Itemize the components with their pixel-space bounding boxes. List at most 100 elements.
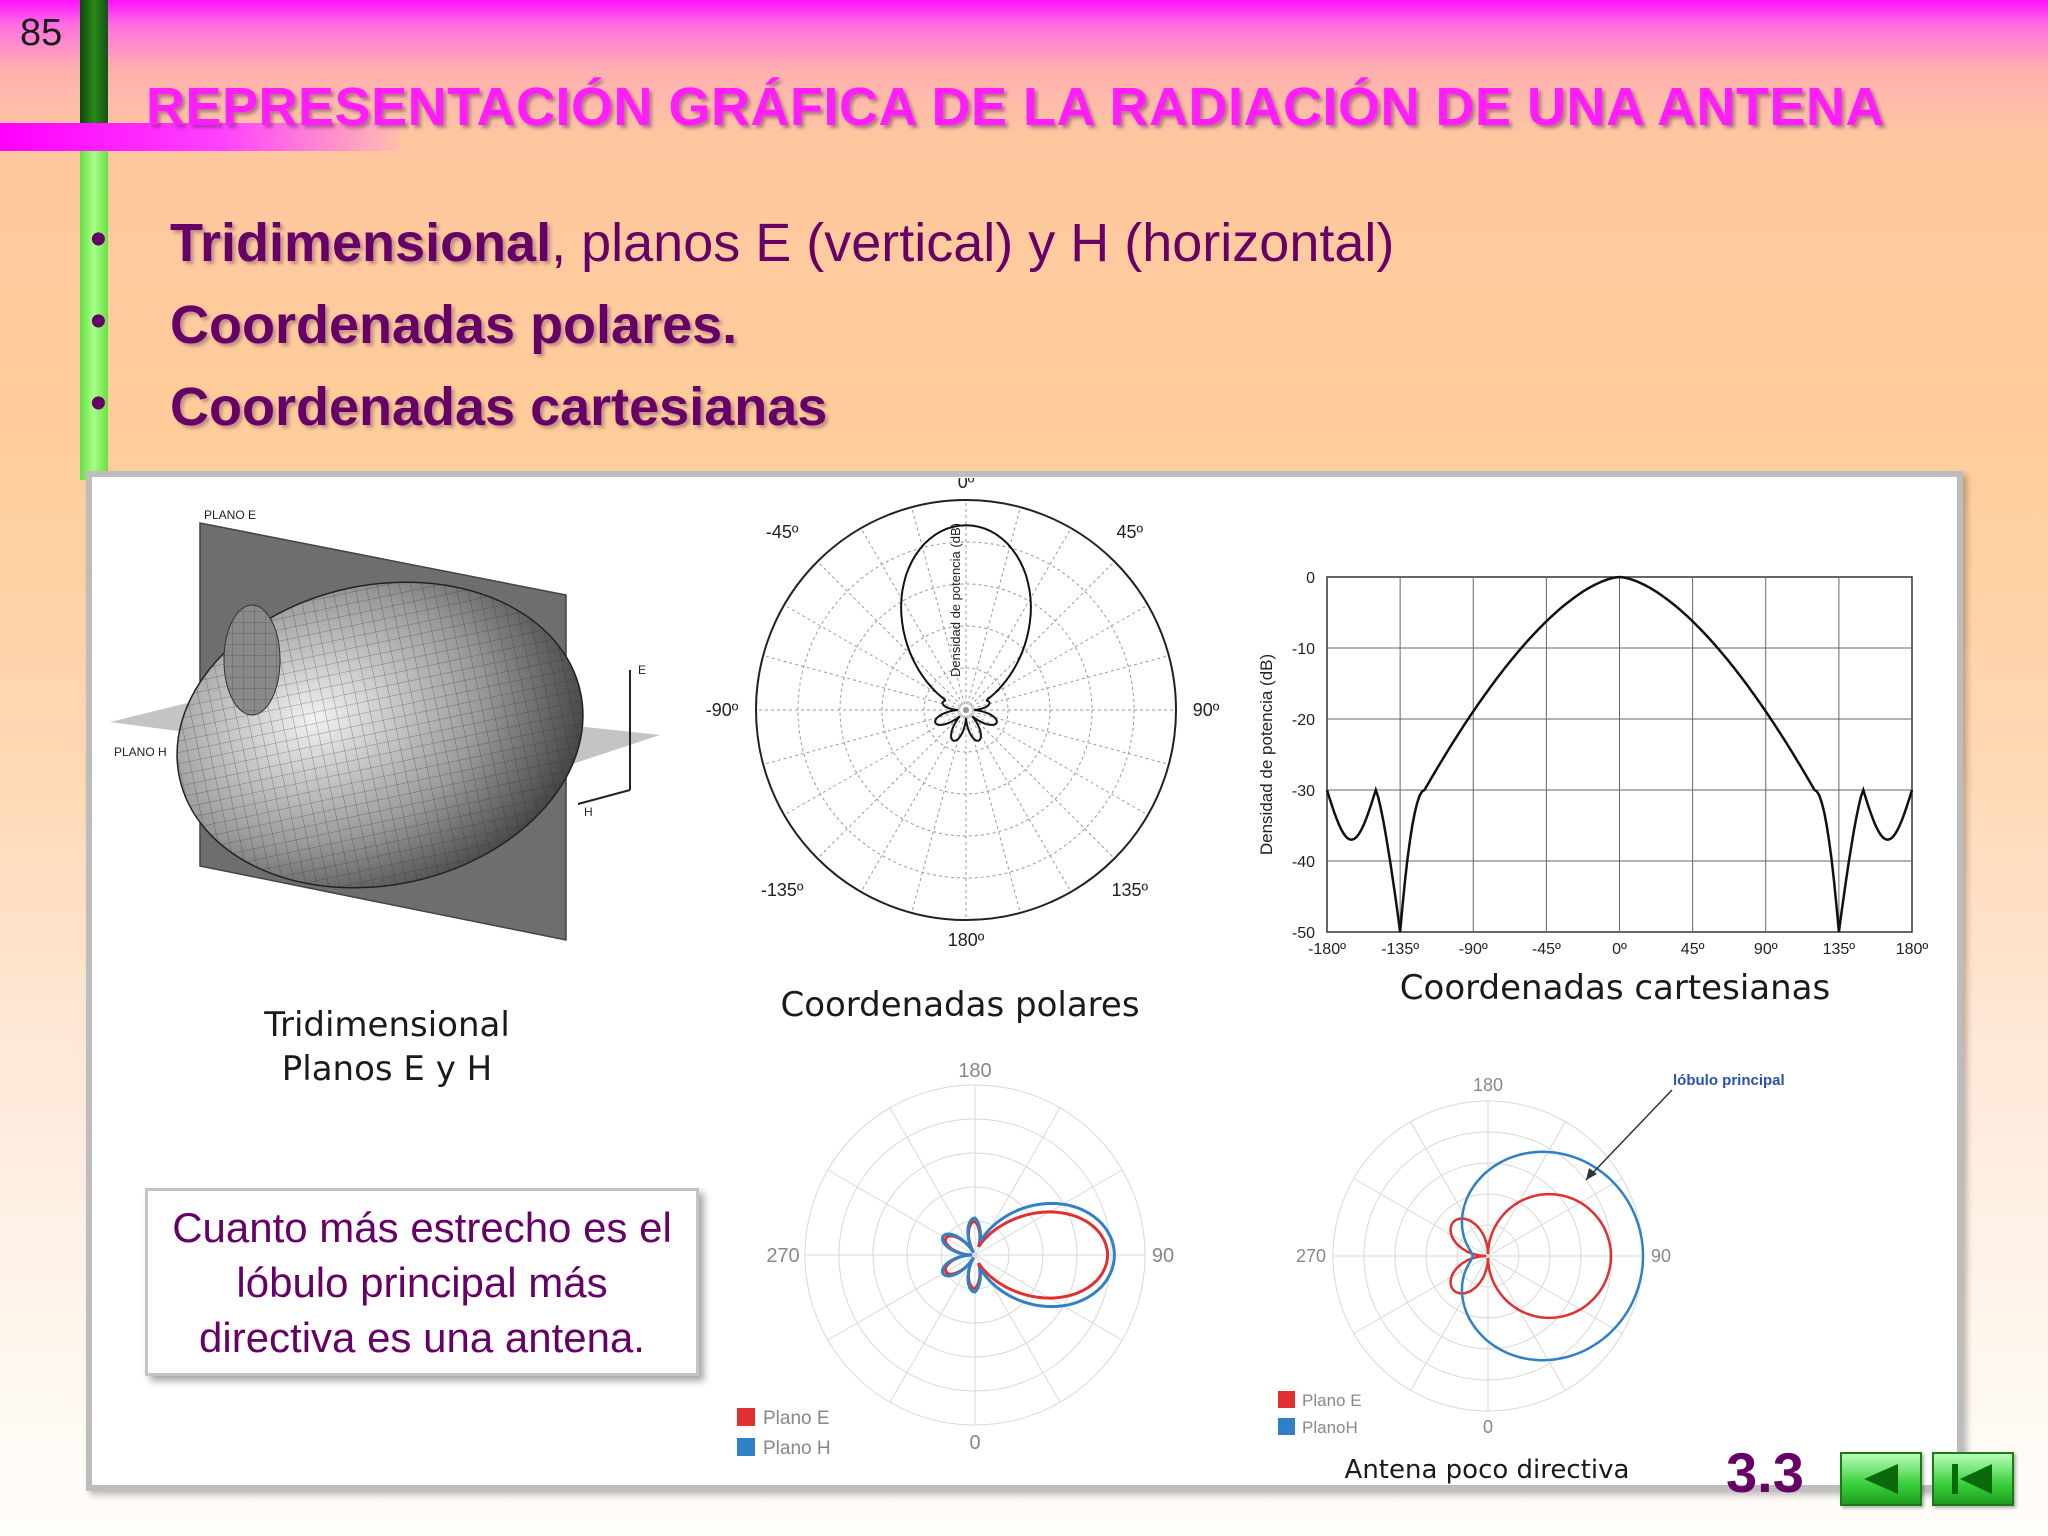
- x-tick-label: 45º: [1681, 941, 1705, 958]
- first-slide-button[interactable]: [1932, 1452, 2014, 1506]
- grid-spoke: [889, 1107, 976, 1256]
- y-tick-label: -50: [1292, 925, 1315, 942]
- grid-spoke: [817, 709, 967, 859]
- polar-directive-figure: 180 90 0 270 Plano E Plano H: [737, 1060, 1174, 1459]
- grid-spoke: [1487, 1178, 1623, 1257]
- grid-spoke: [783, 709, 967, 816]
- grid-spoke: [1410, 1255, 1489, 1391]
- caption-cartesian: Coordenadas cartesianas: [1399, 968, 1831, 1008]
- x-tick-label: 135º: [1823, 941, 1856, 958]
- legend-swatch-plane-e: [1278, 1391, 1295, 1408]
- y-axis-label: Densidad de potencia (dB): [1257, 654, 1276, 855]
- polar-angle-label: 270: [766, 1245, 799, 1267]
- polar-angle-label: 90: [1152, 1245, 1174, 1267]
- plane-h-pattern-line: [1460, 1150, 1645, 1362]
- legend-label: PlanoH: [1302, 1418, 1358, 1437]
- plane-e-pattern-line: [1449, 1192, 1613, 1320]
- y-tick-label: -40: [1292, 854, 1315, 871]
- note-box: Cuanto más estrecho es el lóbulo princip…: [145, 1188, 699, 1376]
- bullet-text: , planos E (vertical) y H (horizontal): [551, 213, 1395, 273]
- legend-label: Plano E: [763, 1408, 830, 1429]
- grid-spoke: [860, 709, 967, 893]
- polar-angle-label: 0: [1483, 1417, 1493, 1437]
- plane-e-label: PLANO E: [204, 508, 256, 522]
- grid-spoke: [965, 709, 1072, 893]
- grid-spoke: [965, 507, 1021, 711]
- grid-spoke: [1487, 1121, 1566, 1257]
- x-tick-label: 90º: [1754, 941, 1778, 958]
- legend-swatch-plane-e: [737, 1408, 755, 1426]
- x-tick-label: -90º: [1459, 941, 1488, 958]
- back-lobe: [223, 604, 281, 716]
- grid-spoke: [965, 561, 1115, 711]
- caption-polar: Coordenadas polares: [780, 985, 1140, 1025]
- legend-label: Plano H: [763, 1438, 831, 1459]
- legend-swatch-plane-h: [737, 1438, 755, 1456]
- accent-bar-light: [80, 125, 108, 480]
- cartesian-plot-figure: 0 -10 -20 -30 -40 -50-180º -135º -90º -45º 0º 45º 9…: [1257, 570, 1929, 958]
- radial-axis-label: Densidad de potencia (dB): [948, 523, 963, 677]
- slide-number: 85: [20, 12, 63, 54]
- polar-pattern-line: [900, 524, 1032, 742]
- y-tick-label: 0: [1306, 570, 1315, 587]
- first-page-icon: [1952, 1464, 1992, 1494]
- polar-outer-circle: [755, 499, 1177, 921]
- grid-spoke: [965, 709, 1149, 816]
- grid-spoke: [827, 1169, 976, 1256]
- annotation-arrow-line: [1585, 1089, 1673, 1181]
- axis-h-label: H: [584, 805, 593, 819]
- section-number: 3.3: [1726, 1441, 1804, 1504]
- polar-angle-label: 0º: [958, 478, 975, 492]
- previous-slide-button[interactable]: [1840, 1452, 1922, 1506]
- note-text: Cuanto más estrecho es el lóbulo princip…: [172, 1203, 672, 1361]
- polar-angle-label: 270: [1296, 1246, 1326, 1266]
- polar-angle-label: 0: [969, 1432, 980, 1454]
- x-tick-label: -135º: [1381, 941, 1419, 958]
- slide-title: REPRESENTACIÓN GRÁFICA DE LA RADIACIÓN D…: [146, 77, 1886, 137]
- annotation-arrow-head: [1586, 1168, 1597, 1180]
- x-tick-label: 180º: [1896, 941, 1929, 958]
- y-tick-label: -10: [1292, 641, 1315, 658]
- caption-low-directive: Antena poco directiva: [1344, 1455, 1630, 1485]
- polar-angle-label: -90º: [706, 700, 739, 720]
- accent-bar-dark: [80, 0, 108, 125]
- grid-spoke: [827, 1254, 976, 1341]
- bullet-dot: •: [90, 295, 107, 348]
- legend-label: Plano E: [1302, 1391, 1362, 1410]
- grid-spoke: [965, 604, 1149, 711]
- grid-spoke: [1410, 1121, 1489, 1257]
- polar-angle-label: 45º: [1116, 522, 1143, 542]
- bullet-bold-text: Coordenadas cartesianas: [170, 377, 828, 437]
- polar-angle-label: 90º: [1193, 700, 1220, 720]
- cartesian-pattern-line: [1325, 575, 1914, 933]
- y-tick-label: -20: [1292, 712, 1315, 729]
- grid-spoke: [965, 527, 1072, 711]
- plane-h-label: PLANO H: [114, 745, 167, 759]
- bullet-dot: •: [90, 213, 107, 266]
- caption-3d-line2: Planos E y H: [281, 1049, 493, 1089]
- polar-angle-label: 180: [1473, 1075, 1503, 1095]
- bullet-dot: •: [90, 377, 107, 430]
- grid-spoke: [1487, 1255, 1623, 1334]
- grid-spoke: [965, 655, 1169, 711]
- polar-plot-figure: 0º 45º 90º 135º 180º -135º -90º -45º Densidad de…: [706, 478, 1220, 950]
- y-tick-label: -30: [1292, 783, 1315, 800]
- polar-angle-label: 135º: [1111, 880, 1148, 900]
- three-d-pattern-figure: PLANO E PLANO H E H: [110, 508, 660, 941]
- triangle-left-icon: [1864, 1464, 1898, 1494]
- polar-low-directive-figure: 180 90 0 270 lóbulo principal Plano E PlanoH: [1278, 1072, 1785, 1437]
- grid-spoke: [965, 709, 1115, 859]
- polar-angle-label: 180º: [948, 930, 985, 950]
- grid-spoke: [763, 655, 967, 711]
- polar-angle-label: -135º: [761, 880, 804, 900]
- bullet-bold-text: Tridimensional: [170, 213, 552, 273]
- plane-h-pattern-line: [940, 1201, 1116, 1309]
- bullet-bold-text: Coordenadas polares.: [170, 295, 738, 355]
- x-tick-label: -180º: [1308, 941, 1346, 958]
- grid-spoke: [1487, 1255, 1566, 1391]
- polar-angle-label: 180: [958, 1060, 991, 1082]
- polar-angle-label: -45º: [766, 522, 799, 542]
- legend-swatch-plane-h: [1278, 1418, 1295, 1435]
- main-lobe-annotation: lóbulo principal: [1673, 1072, 1785, 1089]
- accent-bar-horizontal: [0, 123, 400, 151]
